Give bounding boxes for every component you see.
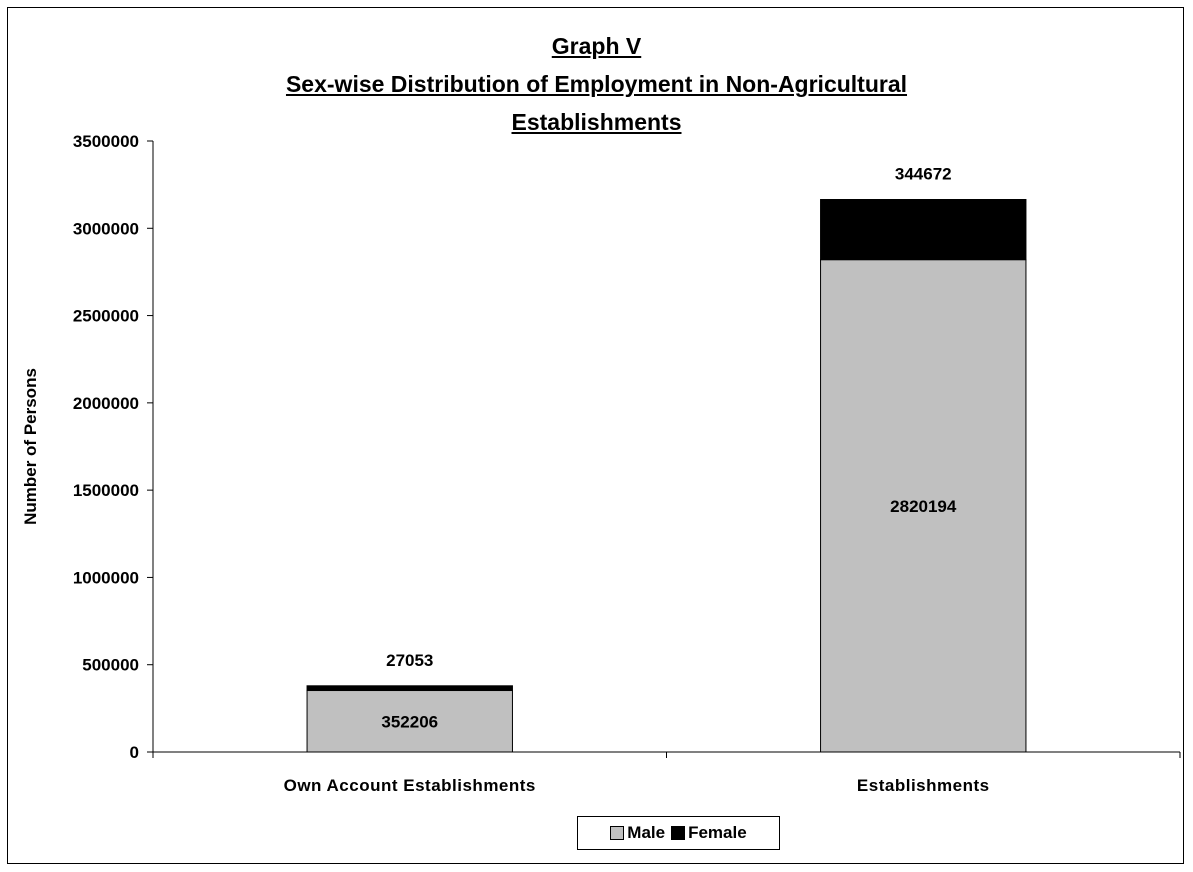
data-label-female: 344672 [895,165,952,184]
y-tick-label: 3500000 [73,132,139,151]
chart-title-line-2: Sex-wise Distribution of Employment in N… [285,71,908,97]
data-label-male: 2820194 [890,497,957,516]
data-label-female: 27053 [386,651,433,670]
y-tick-label: 1500000 [73,481,139,500]
chart-legend: Male Female [577,816,780,850]
y-tick-label: 0 [130,743,139,762]
bar-male-0 [306,690,513,753]
y-tick-label: 2000000 [73,394,139,413]
bar-female-0 [306,685,513,692]
bar-female-1 [820,199,1027,261]
legend-item-male: Male [610,823,665,843]
x-category-label: Establishments [857,776,990,795]
chart-title-line-3: Establishments [511,109,682,135]
chart-title-line-1: Graph V [551,33,642,59]
legend-swatch-male [610,826,625,840]
x-category-label: Own Account Establishments [284,776,536,795]
legend-item-female: Female [671,823,747,843]
y-tick-label: 3000000 [73,219,139,238]
y-tick-label: 500000 [82,656,139,675]
legend-label-male: Male [627,823,666,842]
legend-label-female: Female [688,823,747,842]
y-tick-label: 2500000 [73,307,139,326]
y-axis-title: Number of Persons [21,368,40,525]
y-tick-label: 1000000 [73,568,139,587]
bar-male-1 [820,259,1027,753]
data-label-male: 352206 [381,712,438,731]
legend-swatch-female [671,826,686,840]
